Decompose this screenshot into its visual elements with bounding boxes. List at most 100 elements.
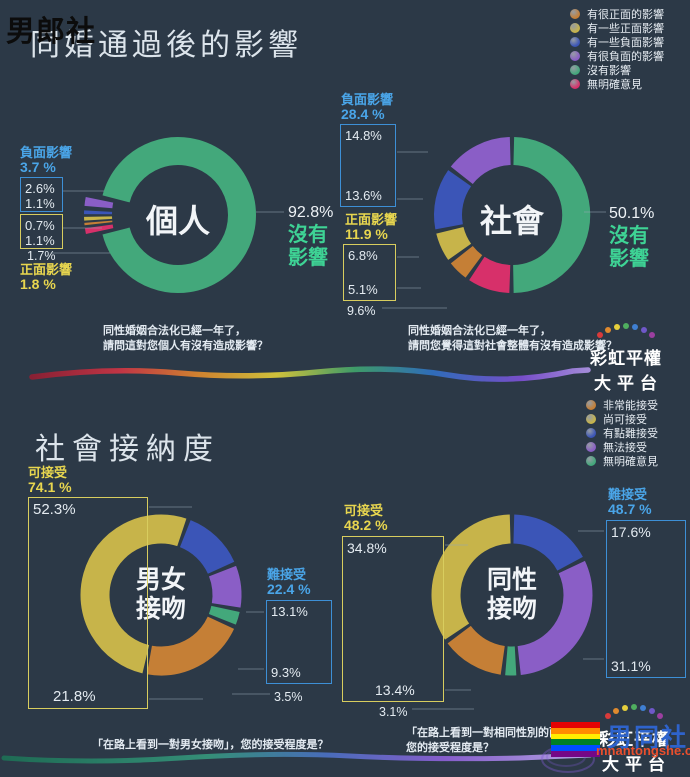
gay-acceptable-value-box: 34.8% 13.4% [342, 536, 444, 702]
donut-segment-有一些負面影響 [434, 170, 472, 230]
society-positive-title: 正面影響 [345, 212, 398, 227]
donut-chart-society [434, 137, 591, 293]
donut-segment-有很正面的影響 [450, 245, 483, 278]
gay-very-accept-value: 13.4% [375, 682, 415, 698]
gay-bit-hard-value: 17.6% [611, 524, 651, 540]
watermark-top-text: 男郎社 [6, 16, 97, 48]
personal-no-impact-pct: 92.8% [288, 204, 334, 221]
gay-acceptable-title: 可接受 [344, 503, 384, 518]
legend-item-label: 有很負面的影響 [587, 50, 664, 63]
rainbow-arc-icon [597, 323, 655, 338]
straight-unclear-value: 3.5% [274, 690, 303, 704]
personal-negative-title: 負面影響 [20, 145, 73, 160]
legend-item-label: 無明確意見 [587, 78, 642, 91]
society-negative-value-box: 14.8% 13.6% [340, 124, 396, 207]
society-negative-pct: 28.4 % [341, 106, 385, 122]
personal-negative-group-title: 負面影響 3.7 % [20, 145, 73, 175]
donut-segment-有點難接受 [512, 514, 583, 572]
gay-hard-title: 難接受 [608, 487, 648, 502]
straight-hard-group-title: 難接受 22.4 % [267, 568, 311, 597]
personal-some-positive-value: 1.1% [25, 233, 55, 248]
donut-segment-有很負面的影響 [450, 137, 512, 185]
logo-line1: 彩虹平權 [598, 730, 670, 749]
donut-segment-沒有影響 [512, 137, 591, 293]
gay-cannot-accept-value: 31.1% [611, 658, 651, 674]
straight-bit-hard-value: 13.1% [271, 604, 308, 619]
legend-item: 無法接受 [586, 441, 658, 454]
rainbow-wave-divider [29, 366, 591, 382]
donut-segment-沒有影響 [102, 137, 256, 293]
personal-positive-pct: 1.8 % [20, 276, 56, 292]
personal-some-negative-value: 1.1% [25, 196, 55, 211]
center-line2: 接吻 [135, 595, 186, 623]
legend-color-dot [570, 64, 580, 75]
society-negative-group-title: 負面影響 28.4 % [341, 92, 394, 122]
logo-line2: 大平台 [602, 755, 671, 774]
society-negative-title: 負面影響 [341, 92, 394, 107]
straight-acceptable-title: 可接受 [28, 465, 68, 480]
personal-very-negative-value: 2.6% [25, 181, 55, 196]
donut-segment-尚可接受 [80, 514, 187, 674]
legend-color-dot [570, 36, 580, 47]
legend-item: 有點難接受 [586, 427, 658, 440]
society-some-positive-value: 6.8% [348, 248, 378, 263]
donut-personal-center-label: 個人 [145, 203, 210, 239]
legend-item: 無明確意見 [586, 455, 658, 468]
society-no-impact-label: 沒有 影響 [609, 225, 649, 271]
legend-item: 非常能接受 [586, 399, 658, 412]
question-straight-line1: 「在路上看到一對男女接吻」，您的接受程度是？ [92, 739, 329, 751]
personal-positive-group-title: 正面影響 1.8 % [20, 262, 73, 292]
legend-item-label: 非常能接受 [603, 399, 658, 412]
gay-ok-accept-value: 34.8% [347, 540, 387, 556]
legend-item-label: 有一些負面影響 [587, 36, 664, 49]
logo-line2: 大平台 [594, 374, 663, 393]
society-no-impact-pct: 50.1% [609, 205, 655, 222]
donut-segment-無法接受 [517, 560, 593, 676]
question-personal: 同性婚姻合法化已經一年了， 請問這對您個人有沒有造成影響？ [103, 324, 268, 354]
legend-color-dot [586, 427, 596, 438]
society-unclear-value: 9.6% [347, 304, 376, 318]
legend-color-dot [570, 8, 580, 19]
donut-segment-有點難接受 [179, 520, 235, 575]
donut-segment-無明確意見 [84, 224, 114, 234]
personal-positive-value-box: 0.7% 1.1% [20, 214, 63, 249]
question-society-line1: 同性婚姻合法化已經一年了， [408, 325, 551, 337]
personal-no-impact-label: 沒有 影響 [288, 224, 328, 270]
personal-positive-title: 正面影響 [20, 262, 73, 277]
question-personal-line2: 請問這對您個人有沒有造成影響？ [103, 340, 268, 352]
legend-item-label: 有一些正面影響 [587, 22, 664, 35]
legend-color-dot [586, 413, 596, 424]
legend-item: 尚可接受 [586, 413, 658, 426]
personal-very-positive-value: 0.7% [25, 218, 55, 233]
personal-negative-pct: 3.7 % [20, 159, 56, 175]
donut-segment-無明確意見 [208, 605, 240, 625]
question-personal-line1: 同性婚姻合法化已經一年了， [103, 325, 246, 337]
rainbow-platform-logo-bottom: 彩虹平權 大平台 [596, 703, 672, 775]
rainbow-arc-icon [605, 704, 663, 719]
watermark-bottom-name: 男同社 [607, 724, 689, 752]
gay-unclear-value: 3.1% [379, 705, 408, 719]
question-society-line2: 請問您覺得這對社會整體有沒有造成影響？ [408, 340, 617, 352]
center-line1: 男女 [135, 566, 186, 594]
legend-color-dot [570, 50, 580, 61]
donut-segment-無法接受 [208, 565, 242, 608]
section1-title: 同婚通過後的影響 [30, 29, 302, 62]
legend-item: 無明確意見 [570, 78, 664, 91]
section2-title: 社會接納度 [35, 433, 220, 466]
legend-color-dot [586, 399, 596, 410]
legend-color-dot [586, 455, 596, 466]
gay-hard-value-box: 17.6% 31.1% [606, 520, 686, 678]
donut-chart-gay-kiss [431, 514, 593, 676]
legend-item: 有很負面的影響 [570, 50, 664, 63]
legend-item-label: 沒有影響 [587, 64, 631, 77]
gay-acceptable-pct: 48.2 % [344, 517, 388, 533]
no-impact-line1: 沒有 [609, 225, 649, 247]
legend-item: 有一些負面影響 [570, 36, 664, 49]
society-positive-value-box: 6.8% 5.1% [343, 244, 396, 301]
straight-ok-accept-value: 52.3% [33, 501, 76, 518]
legend-color-dot [570, 22, 580, 33]
legend-item: 沒有影響 [570, 64, 664, 77]
watermark-bottom-url: mnantongshe.com [596, 743, 690, 758]
no-impact-line2: 影響 [288, 247, 328, 269]
donut-segment-無明確意見 [469, 256, 511, 293]
